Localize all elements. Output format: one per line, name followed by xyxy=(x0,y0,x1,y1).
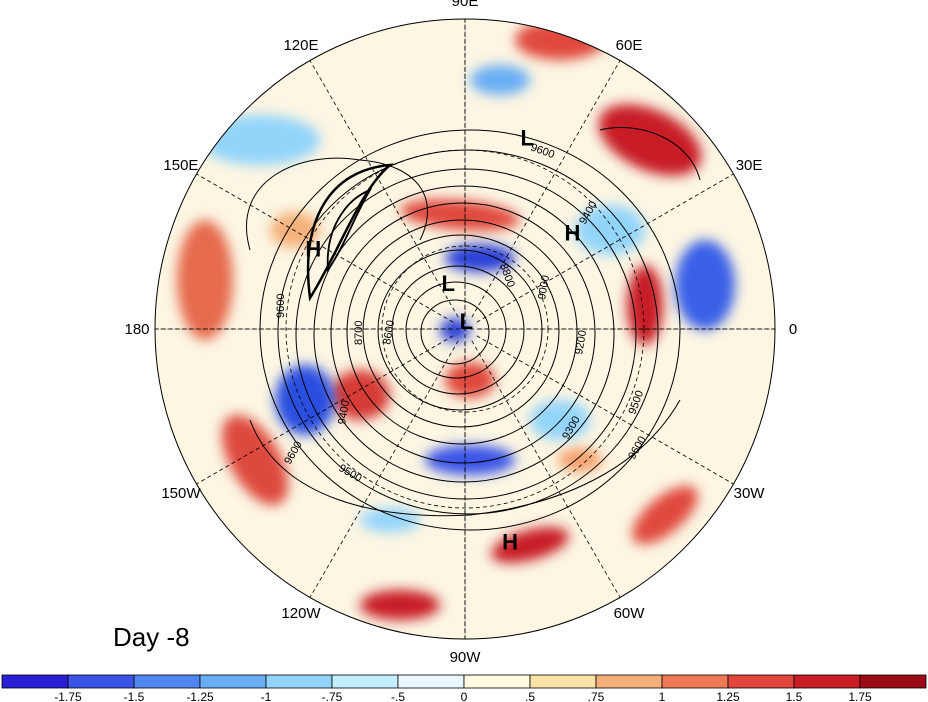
colorbar-swatch xyxy=(859,674,927,689)
contour-label: 9000 xyxy=(536,274,552,300)
colorbar-swatch xyxy=(331,674,399,689)
colorbar-swatch xyxy=(133,674,201,689)
colorbar-tick-label: 1 xyxy=(659,690,666,702)
meridian-line xyxy=(471,340,621,598)
colorbar-tick-label: -1 xyxy=(261,690,272,702)
colorbar: -1.75 -1.5 -1.25 -1 -.75 -.5 0 .5 .75 1 1.25 1.5 1.7… xyxy=(1,674,927,702)
meridian-line xyxy=(471,60,621,318)
latitude-circle xyxy=(285,149,645,509)
colorbar-swatch xyxy=(1,674,69,689)
colorbar-tick-label: 1.25 xyxy=(716,690,740,702)
longitude-label: 60E xyxy=(616,37,643,54)
colorbar-tick-label: .75 xyxy=(588,690,605,702)
low-pressure-marker: L xyxy=(460,309,473,334)
colorbar-swatch xyxy=(529,674,597,689)
longitude-labels: 90E 60E 30E 0 30W 60W 90W 120W 150W 180 150E 120E xyxy=(124,0,797,666)
high-pressure-marker: H xyxy=(564,220,580,245)
meridian-line xyxy=(196,335,454,485)
colorbar-tick-label: -1.25 xyxy=(186,690,214,702)
longitude-label: 90E xyxy=(452,0,479,10)
meridian-line xyxy=(309,340,459,598)
map-boundary xyxy=(154,18,776,640)
colorbar-tick-label: 1.75 xyxy=(848,690,872,702)
colorbar-swatch xyxy=(265,674,333,689)
colorbar-swatch xyxy=(595,674,663,689)
high-pressure-marker: H xyxy=(305,236,321,261)
contour-label: 9600 xyxy=(275,294,287,318)
colorbar-swatch xyxy=(463,674,531,689)
contour-label: 9200 xyxy=(573,329,589,355)
longitude-label: 90W xyxy=(450,649,482,666)
colorbar-swatch xyxy=(67,674,135,689)
colorbar-tick-label: 0 xyxy=(461,690,468,702)
colorbar-swatch xyxy=(793,674,861,689)
contour-label: 9400 xyxy=(336,399,352,425)
colorbar-swatch xyxy=(661,674,729,689)
longitude-label: 30E xyxy=(736,157,763,174)
day-label: Day -8 xyxy=(113,622,190,652)
height-contours xyxy=(246,126,701,531)
colorbar-swatch xyxy=(727,674,795,689)
colorbar-tick-label: .5 xyxy=(525,690,535,702)
meridian-line xyxy=(196,173,454,323)
longitude-label: 120E xyxy=(283,37,318,54)
longitude-label: 180 xyxy=(124,321,149,338)
graticule xyxy=(155,19,775,639)
meridian-line xyxy=(476,335,734,485)
low-pressure-marker: L xyxy=(520,126,533,151)
longitude-label: 120W xyxy=(281,605,321,622)
longitude-label: 150W xyxy=(161,485,201,502)
colorbar-tick-label: -1.75 xyxy=(54,690,82,702)
high-pressure-marker: H xyxy=(502,529,518,554)
meridian-line xyxy=(309,60,459,318)
colorbar-tick-label: 1.5 xyxy=(786,690,803,702)
colorbar-swatch xyxy=(199,674,267,689)
contour-label: 8700 xyxy=(353,321,365,345)
longitude-label: 150E xyxy=(163,157,198,174)
longitude-label: 0 xyxy=(789,321,797,338)
colorbar-tick-label: -.5 xyxy=(391,690,405,702)
longitude-label: 60W xyxy=(614,605,646,622)
colorbar-tick-label: -.75 xyxy=(322,690,343,702)
longitude-label: 30W xyxy=(734,485,766,502)
low-pressure-marker: L xyxy=(441,271,454,296)
colorbar-swatch xyxy=(397,674,465,689)
contour-label: 8600 xyxy=(381,319,397,345)
meridian-line xyxy=(476,173,734,323)
colorbar-tick-label: -1.5 xyxy=(124,690,145,702)
